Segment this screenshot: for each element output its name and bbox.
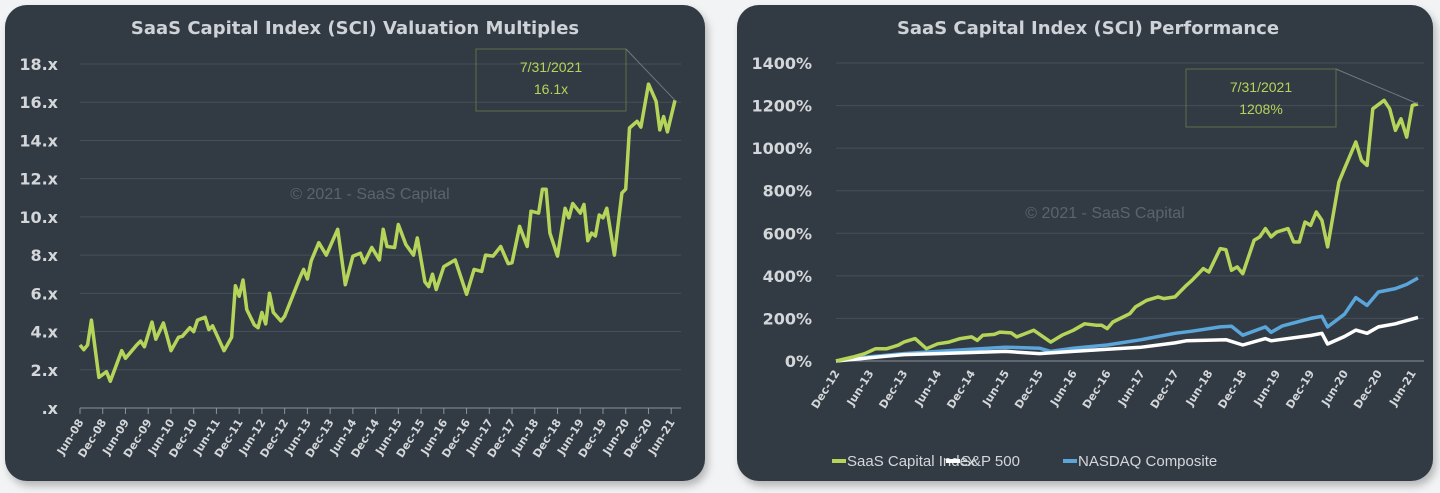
x-tick-label: Dec-19 [1283, 368, 1317, 411]
y-tick-label: 2.x [30, 361, 58, 380]
annotation-value: 1208% [1239, 101, 1283, 117]
x-tick-label: Dec-17 [1148, 368, 1182, 411]
x-tick-label: Jun-21 [1386, 368, 1419, 409]
chart-title: SaaS Capital Index (SCI) Valuation Multi… [131, 18, 579, 39]
series-line-s-p-500 [835, 315, 1419, 363]
x-tick-label: Jun-16 [1047, 367, 1080, 409]
y-tick-label: 800% [763, 182, 812, 201]
y-tick-label: 1400% [751, 54, 812, 73]
annotation-date: 7/31/2021 [1230, 79, 1292, 95]
x-tick-label: Jun-15 [979, 368, 1012, 409]
x-tick-label: Jun-13 [844, 368, 877, 409]
x-tick-label: Dec-14 [944, 367, 978, 411]
y-tick-label: 600% [763, 224, 812, 243]
y-tick-label: 18.x [19, 55, 58, 74]
annotation-leader-line [1335, 68, 1419, 105]
annotation-value: 16.1x [534, 81, 568, 97]
x-tick-label: Jun-14 [912, 367, 945, 409]
y-tick-label: 14.x [19, 131, 58, 150]
x-tick-label: Jun-18 [1183, 368, 1216, 409]
x-tick-label: Jun-17 [1115, 368, 1148, 409]
performance-panel [737, 5, 1433, 481]
y-tick-label: 1000% [751, 139, 812, 158]
valuation-multiples-panel [5, 5, 705, 481]
legend-label: SaaS Capital Index [847, 453, 976, 470]
x-tick-label: Jun-19 [1251, 368, 1284, 409]
watermark: © 2021 - SaaS Capital [1025, 205, 1184, 222]
legend-item-saas-capital-index: SaaS Capital Index [832, 453, 976, 470]
series-line-nasdaq-composite [835, 276, 1419, 363]
chart-title: SaaS Capital Index (SCI) Performance [897, 18, 1279, 39]
y-tick-label: 10.x [19, 208, 58, 227]
annotation-leader-line [625, 48, 676, 101]
y-tick-label: 1200% [751, 97, 812, 116]
x-tick-label: Dec-13 [877, 368, 911, 411]
x-tick-label: Dec-15 [1012, 368, 1046, 411]
y-tick-label: .x [42, 399, 59, 418]
annotation-date: 7/31/2021 [520, 59, 582, 75]
legend-item-nasdaq-composite: NASDAQ Composite [1063, 453, 1217, 470]
y-tick-label: 6.x [30, 284, 58, 303]
y-tick-label: 400% [763, 267, 812, 286]
legend-label: NASDAQ Composite [1078, 453, 1217, 470]
y-tick-label: 8.x [30, 246, 58, 265]
series-line-sci [78, 82, 677, 383]
x-tick-label: Dec-18 [1216, 368, 1250, 411]
legend-item-s-p-500: S&P 500 [946, 453, 1020, 470]
x-tick-label: Dec-20 [1351, 367, 1385, 411]
y-tick-label: 200% [763, 309, 812, 328]
x-tick-label: Jun-20 [1319, 367, 1352, 409]
annotation-box [1185, 68, 1337, 128]
legend-label: S&P 500 [961, 453, 1020, 470]
x-tick-label: Dec-16 [1080, 367, 1114, 411]
x-tick-label: Dec-12 [809, 368, 843, 411]
y-tick-label: 4.x [30, 323, 58, 342]
y-tick-label: 0% [785, 352, 812, 371]
y-tick-label: 16.x [19, 93, 58, 112]
y-tick-label: 12.x [19, 170, 58, 189]
series-line-saas-capital-index [835, 98, 1419, 363]
annotation-box [475, 48, 627, 112]
watermark: © 2021 - SaaS Capital [290, 186, 449, 203]
